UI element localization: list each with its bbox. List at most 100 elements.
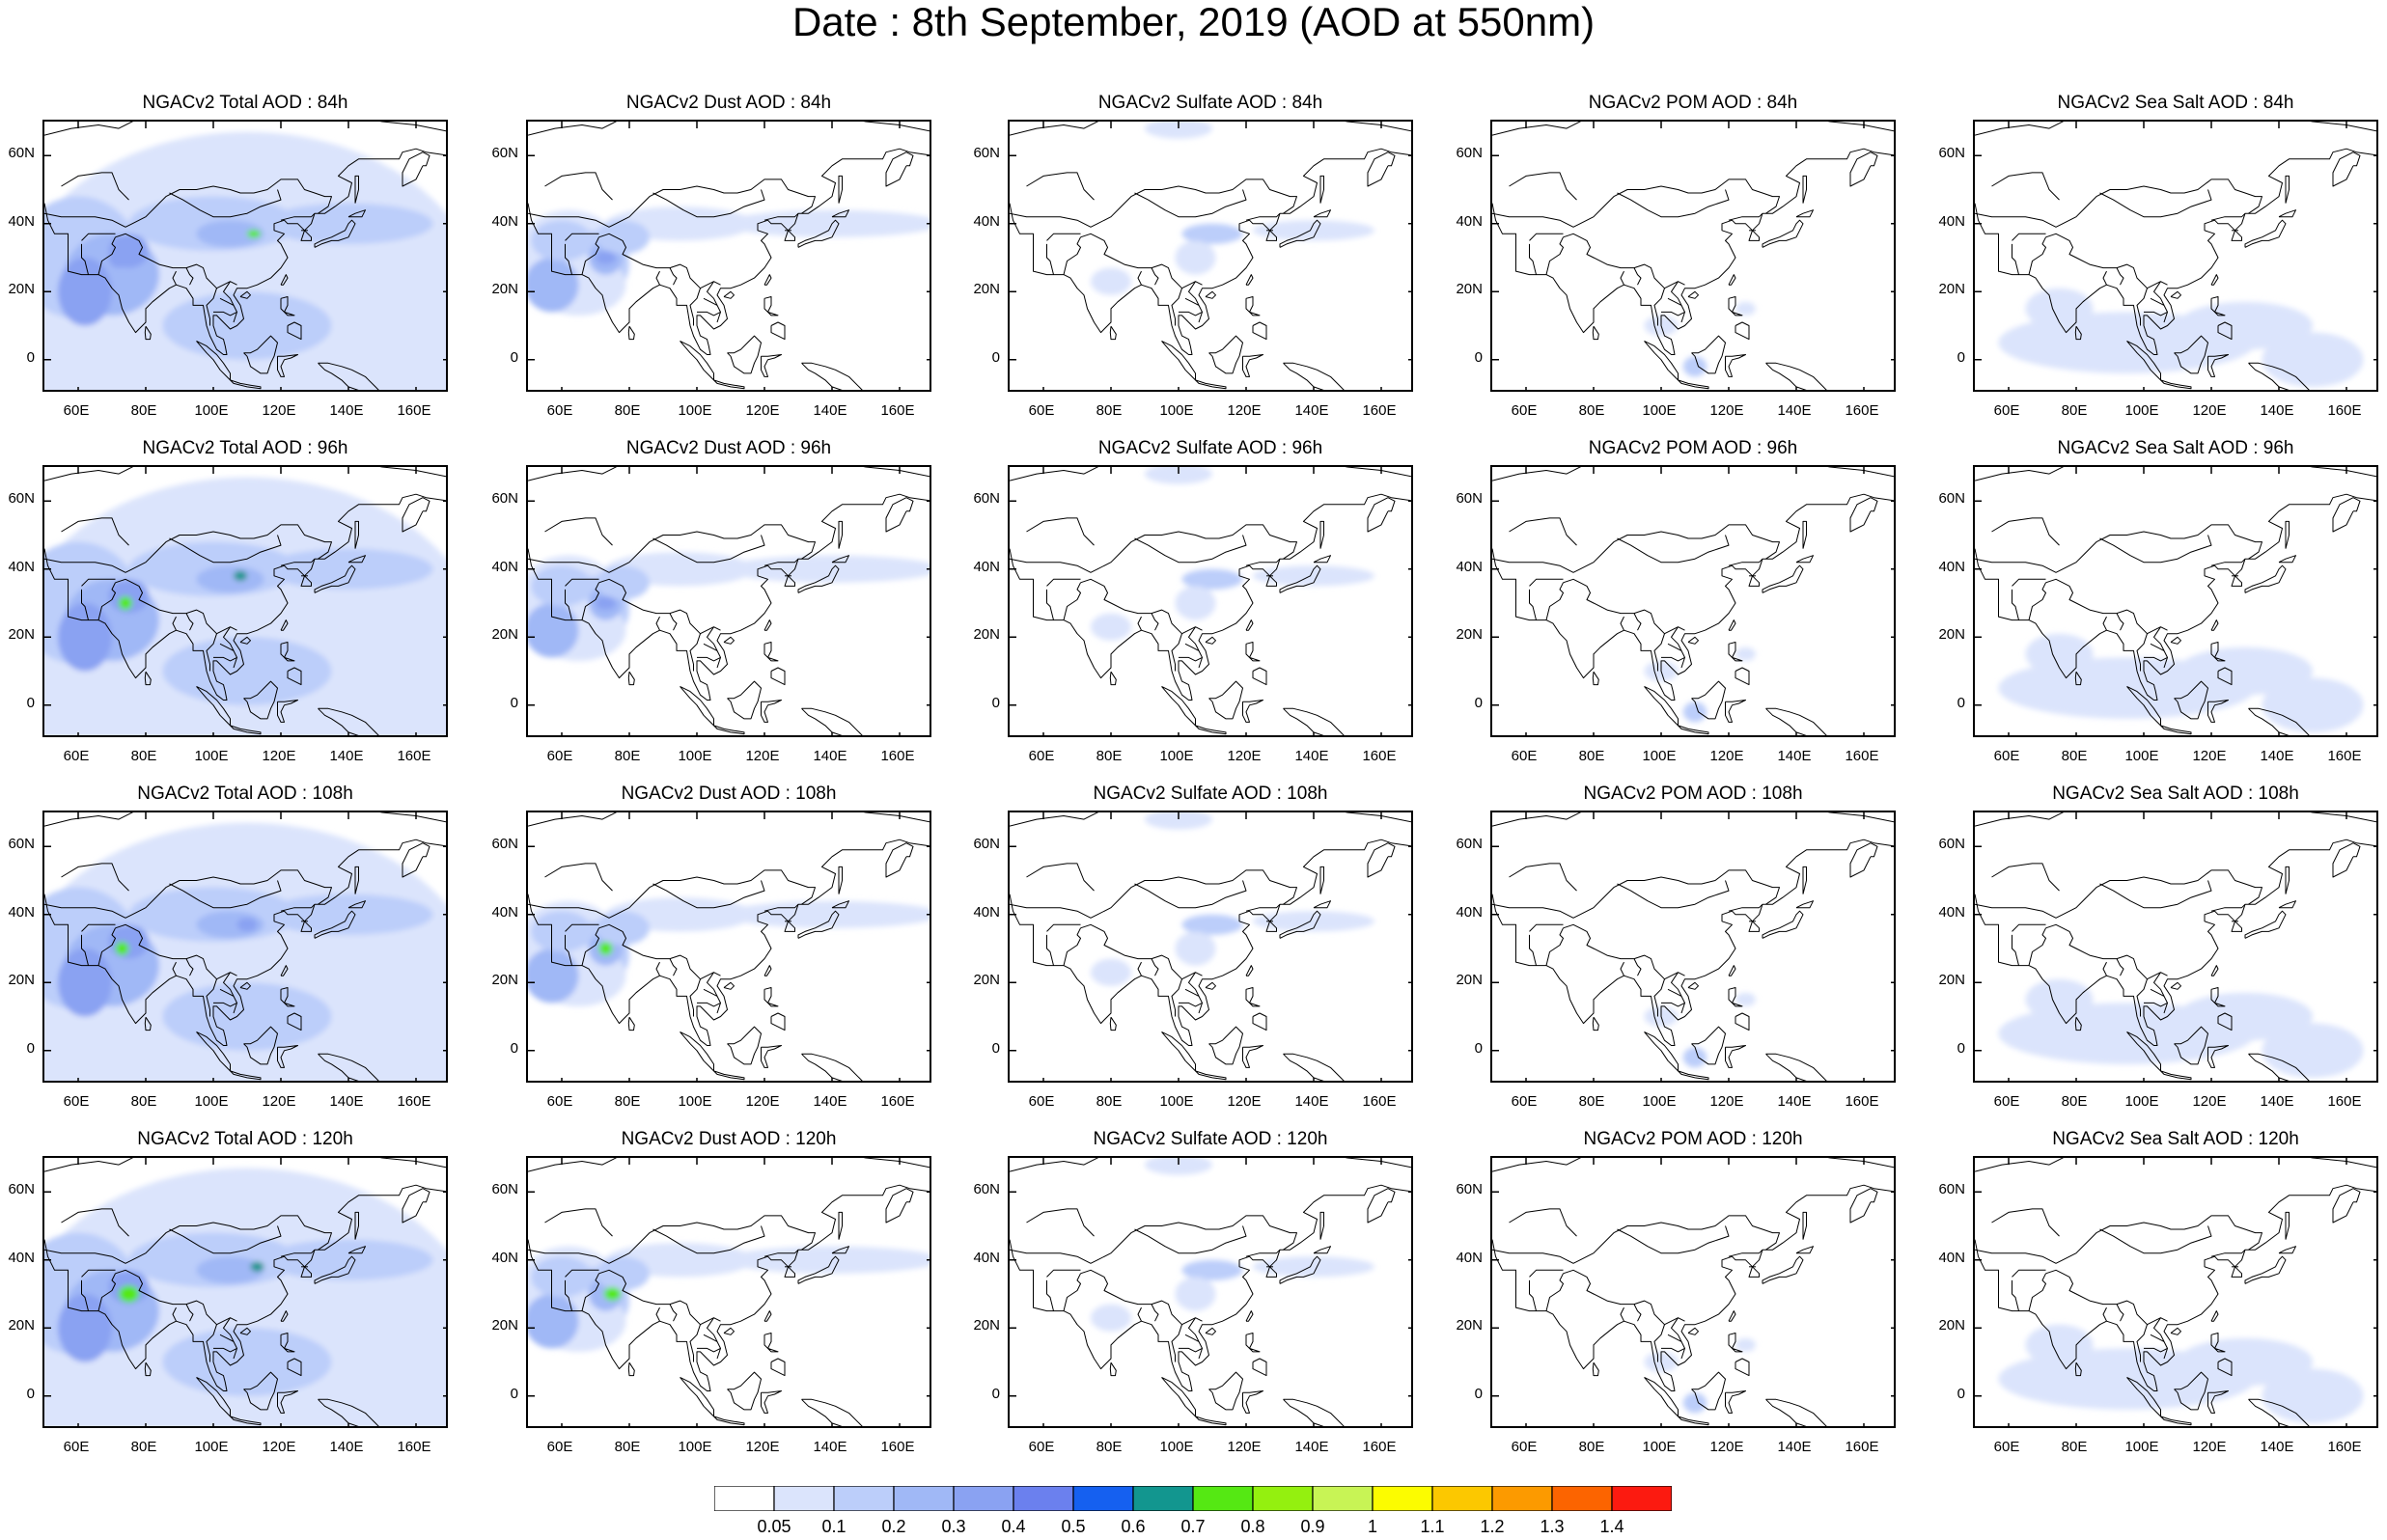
- lon-tick-label: 160E: [2327, 1093, 2362, 1110]
- coastline-path: [2160, 379, 2192, 390]
- coastline-path: [703, 1334, 718, 1342]
- coastline-path: [1010, 839, 1411, 1046]
- coastline-path: [669, 613, 678, 631]
- coastline-path: [1195, 725, 1227, 735]
- aod-patch: [58, 258, 112, 326]
- coastline-path: [528, 1184, 930, 1391]
- aod-patch: [1181, 914, 1243, 935]
- coastline-path: [239, 1327, 251, 1335]
- aod-patch: [596, 595, 616, 611]
- coastline-path: [1242, 700, 1263, 723]
- lat-tick-label: 40N: [973, 558, 1000, 575]
- map-panel: [1973, 120, 2378, 392]
- colorbar-label: 0.5: [1061, 1517, 1086, 1536]
- aod-map: [1492, 122, 1894, 390]
- coastline-path: [1245, 619, 1254, 631]
- coastline-path: [2174, 680, 2208, 720]
- coastline-path: [1529, 923, 1564, 932]
- lon-tick-label: 140E: [2260, 748, 2294, 764]
- coastline-path: [1279, 910, 1321, 939]
- aod-patch: [1682, 1047, 1707, 1068]
- aod-field: [44, 822, 446, 1081]
- coastline-path: [1620, 616, 1624, 631]
- coastline-path: [1010, 148, 1411, 355]
- coastline-path: [1795, 1246, 1814, 1254]
- lon-tick-label: 140E: [1777, 1093, 1812, 1110]
- colorbar-box: [1192, 1485, 1254, 1512]
- lon-tick-label: 120E: [1227, 1093, 1262, 1110]
- coastline-path: [2217, 1012, 2233, 1031]
- lat-tick-label: 60N: [1938, 145, 1965, 162]
- colorbar-box: [953, 1485, 1014, 1512]
- lat-tick-label: 60N: [1456, 145, 1483, 162]
- coastlines: [1010, 812, 1411, 1081]
- coastline-path: [2150, 1334, 2165, 1342]
- lat-tick-label: 40N: [8, 1249, 35, 1266]
- colorbar-box: [1611, 1485, 1673, 1512]
- colorbar-label: 0.05: [757, 1517, 791, 1536]
- axis-ticks: [44, 1158, 446, 1426]
- coastline-path: [797, 219, 840, 248]
- coastline-path: [831, 209, 849, 218]
- coastline-path: [1529, 233, 1564, 241]
- lon-tick-label: 160E: [880, 1093, 915, 1110]
- coastline-path: [206, 1324, 217, 1362]
- coastline-path: [565, 923, 599, 932]
- lat-tick-label: 40N: [8, 212, 35, 230]
- lat-tick-label: 60N: [491, 490, 518, 508]
- coastline-path: [1184, 643, 1200, 651]
- coastline-path: [2210, 1310, 2219, 1322]
- coastline-path: [1509, 863, 1577, 892]
- coastline-path: [1653, 288, 1665, 326]
- lon-tick-label: 140E: [1294, 748, 1329, 764]
- coastline-path: [185, 1304, 194, 1322]
- coastline-path: [1728, 1249, 1763, 1257]
- coastline-path: [1653, 1324, 1665, 1362]
- coastline-path: [763, 1310, 772, 1322]
- coastline-path: [2285, 520, 2290, 549]
- coastline-path: [81, 1279, 89, 1311]
- aod-map: [1492, 467, 1894, 735]
- aod-patch: [58, 1294, 112, 1362]
- coastline-path: [2074, 1361, 2082, 1377]
- coastline-path: [1617, 880, 1730, 909]
- coastline-path: [713, 725, 745, 735]
- coastline-path: [2217, 321, 2233, 341]
- coastline-path: [2116, 267, 2124, 286]
- lon-tick-label: 100E: [1159, 748, 1194, 764]
- lon-tick-label: 80E: [2061, 1439, 2088, 1455]
- coastline-path: [1046, 1279, 1054, 1311]
- coastline-path: [2045, 233, 2168, 289]
- coastline-path: [44, 467, 446, 481]
- coastline-path: [770, 321, 786, 341]
- coastline-path: [838, 175, 843, 204]
- colorbar-label: 1.1: [1420, 1517, 1445, 1536]
- coastline-path: [1080, 923, 1203, 980]
- panel-title: NGACv2 Sulfate AOD : 96h: [1097, 438, 1323, 458]
- coastline-path: [172, 616, 177, 631]
- lat-tick-label: 20N: [973, 281, 1000, 298]
- lon-tick-label: 80E: [614, 1093, 641, 1110]
- coastline-path: [669, 267, 678, 286]
- lat-tick-label: 0: [1474, 1385, 1483, 1402]
- lat-tick-label: 0: [510, 1039, 518, 1057]
- colorbar-label: 1: [1367, 1517, 1377, 1536]
- coastline-path: [44, 869, 332, 919]
- coastline-path: [1134, 1225, 1247, 1254]
- lon-tick-label: 120E: [262, 1093, 296, 1110]
- lon-tick-label: 120E: [1709, 402, 1744, 419]
- coastline-path: [1617, 189, 1730, 218]
- coastline-path: [1010, 1184, 1411, 1391]
- coastline-path: [703, 297, 718, 306]
- coastline-path: [528, 812, 930, 827]
- aod-patch: [531, 565, 593, 607]
- coastline-path: [1208, 680, 1243, 720]
- aod-patch: [724, 209, 930, 237]
- coastline-path: [2099, 880, 2212, 909]
- lat-tick-label: 40N: [973, 903, 1000, 921]
- coastline-path: [1492, 1215, 1780, 1264]
- lat-tick-label: 60N: [973, 1181, 1000, 1198]
- coastline-path: [97, 236, 116, 275]
- coastline-path: [1529, 578, 1564, 587]
- coastline-path: [347, 900, 366, 909]
